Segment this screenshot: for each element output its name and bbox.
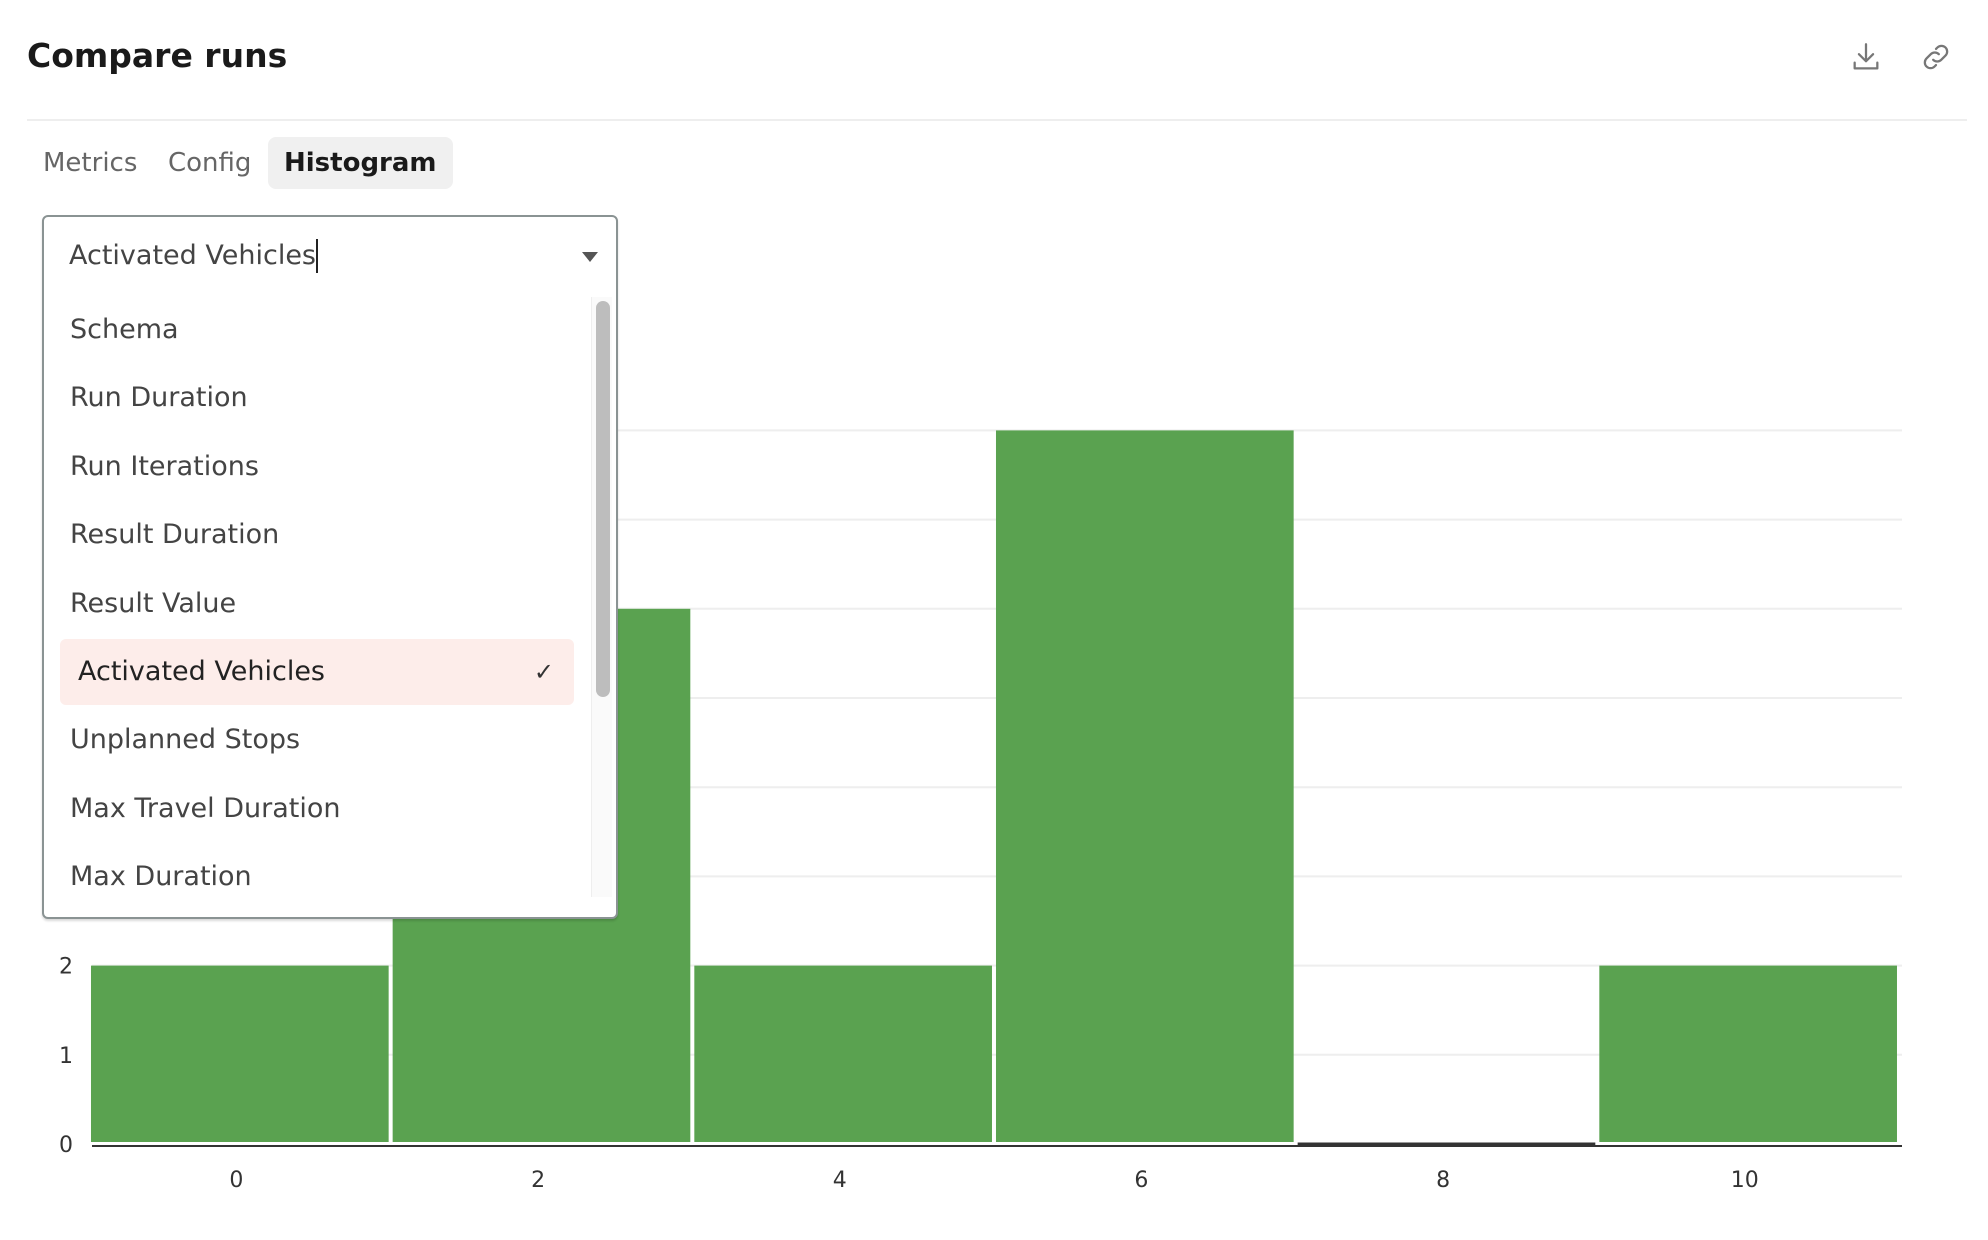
tab-metrics[interactable]: Metrics	[43, 148, 138, 178]
x-tick-label: 10	[1731, 1168, 1759, 1193]
x-tick-label: 4	[833, 1168, 847, 1193]
link-icon[interactable]	[1919, 40, 1953, 74]
histogram-bar[interactable]	[1599, 965, 1897, 1142]
option-result-value[interactable]: Result Value	[60, 571, 574, 637]
download-icon[interactable]	[1849, 40, 1883, 74]
option-label: Unplanned Stops	[70, 724, 301, 756]
option-label: Max Duration	[70, 861, 252, 893]
metric-select-dropdown[interactable]: Activated Vehicles Schema Run Duration Run…	[42, 215, 618, 919]
option-label: Activated Vehicles	[78, 656, 325, 687]
option-label: Schema	[70, 314, 179, 345]
option-run-iterations[interactable]: Run Iterations	[60, 434, 574, 500]
x-tick-label: 0	[229, 1168, 243, 1193]
option-unplanned-stops[interactable]: Unplanned Stops	[60, 707, 574, 773]
option-label: Max Travel Duration	[70, 792, 341, 824]
y-tick-label: 0	[59, 1133, 73, 1158]
y-tick-label: 1	[59, 1044, 73, 1069]
x-tick-label: 6	[1134, 1168, 1148, 1193]
option-label: Run Duration	[70, 382, 248, 414]
x-tick-label: 2	[531, 1168, 545, 1193]
option-label: Run Iterations	[70, 450, 259, 482]
option-max-duration[interactable]: Max Duration	[60, 844, 574, 910]
metric-select-value[interactable]: Activated Vehicles	[69, 239, 318, 273]
page-title: Compare runs	[27, 36, 288, 75]
y-tick-label: 2	[59, 955, 73, 980]
option-run-duration[interactable]: Run Duration	[60, 365, 574, 431]
header-divider	[27, 119, 1967, 121]
option-result-duration[interactable]: Result Duration	[60, 502, 574, 568]
option-label: Result Value	[70, 587, 237, 619]
histogram-bar[interactable]	[995, 430, 1294, 1142]
option-schema[interactable]: Schema	[60, 297, 574, 363]
tab-config[interactable]: Config	[168, 148, 252, 178]
check-icon: ✓	[533, 658, 554, 686]
histogram-bar[interactable]	[90, 965, 389, 1142]
histogram-bar[interactable]	[694, 965, 992, 1142]
x-tick-label: 8	[1436, 1168, 1450, 1193]
tab-histogram[interactable]: Histogram	[268, 137, 453, 189]
option-activated-vehicles[interactable]: Activated Vehicles ✓	[60, 639, 574, 705]
metric-select-input[interactable]: Activated Vehicles	[44, 217, 616, 297]
option-label: Result Duration	[70, 519, 280, 551]
option-max-travel-duration[interactable]: Max Travel Duration	[60, 776, 574, 842]
caret-down-icon[interactable]	[582, 252, 598, 262]
scrollbar-thumb[interactable]	[596, 301, 610, 697]
